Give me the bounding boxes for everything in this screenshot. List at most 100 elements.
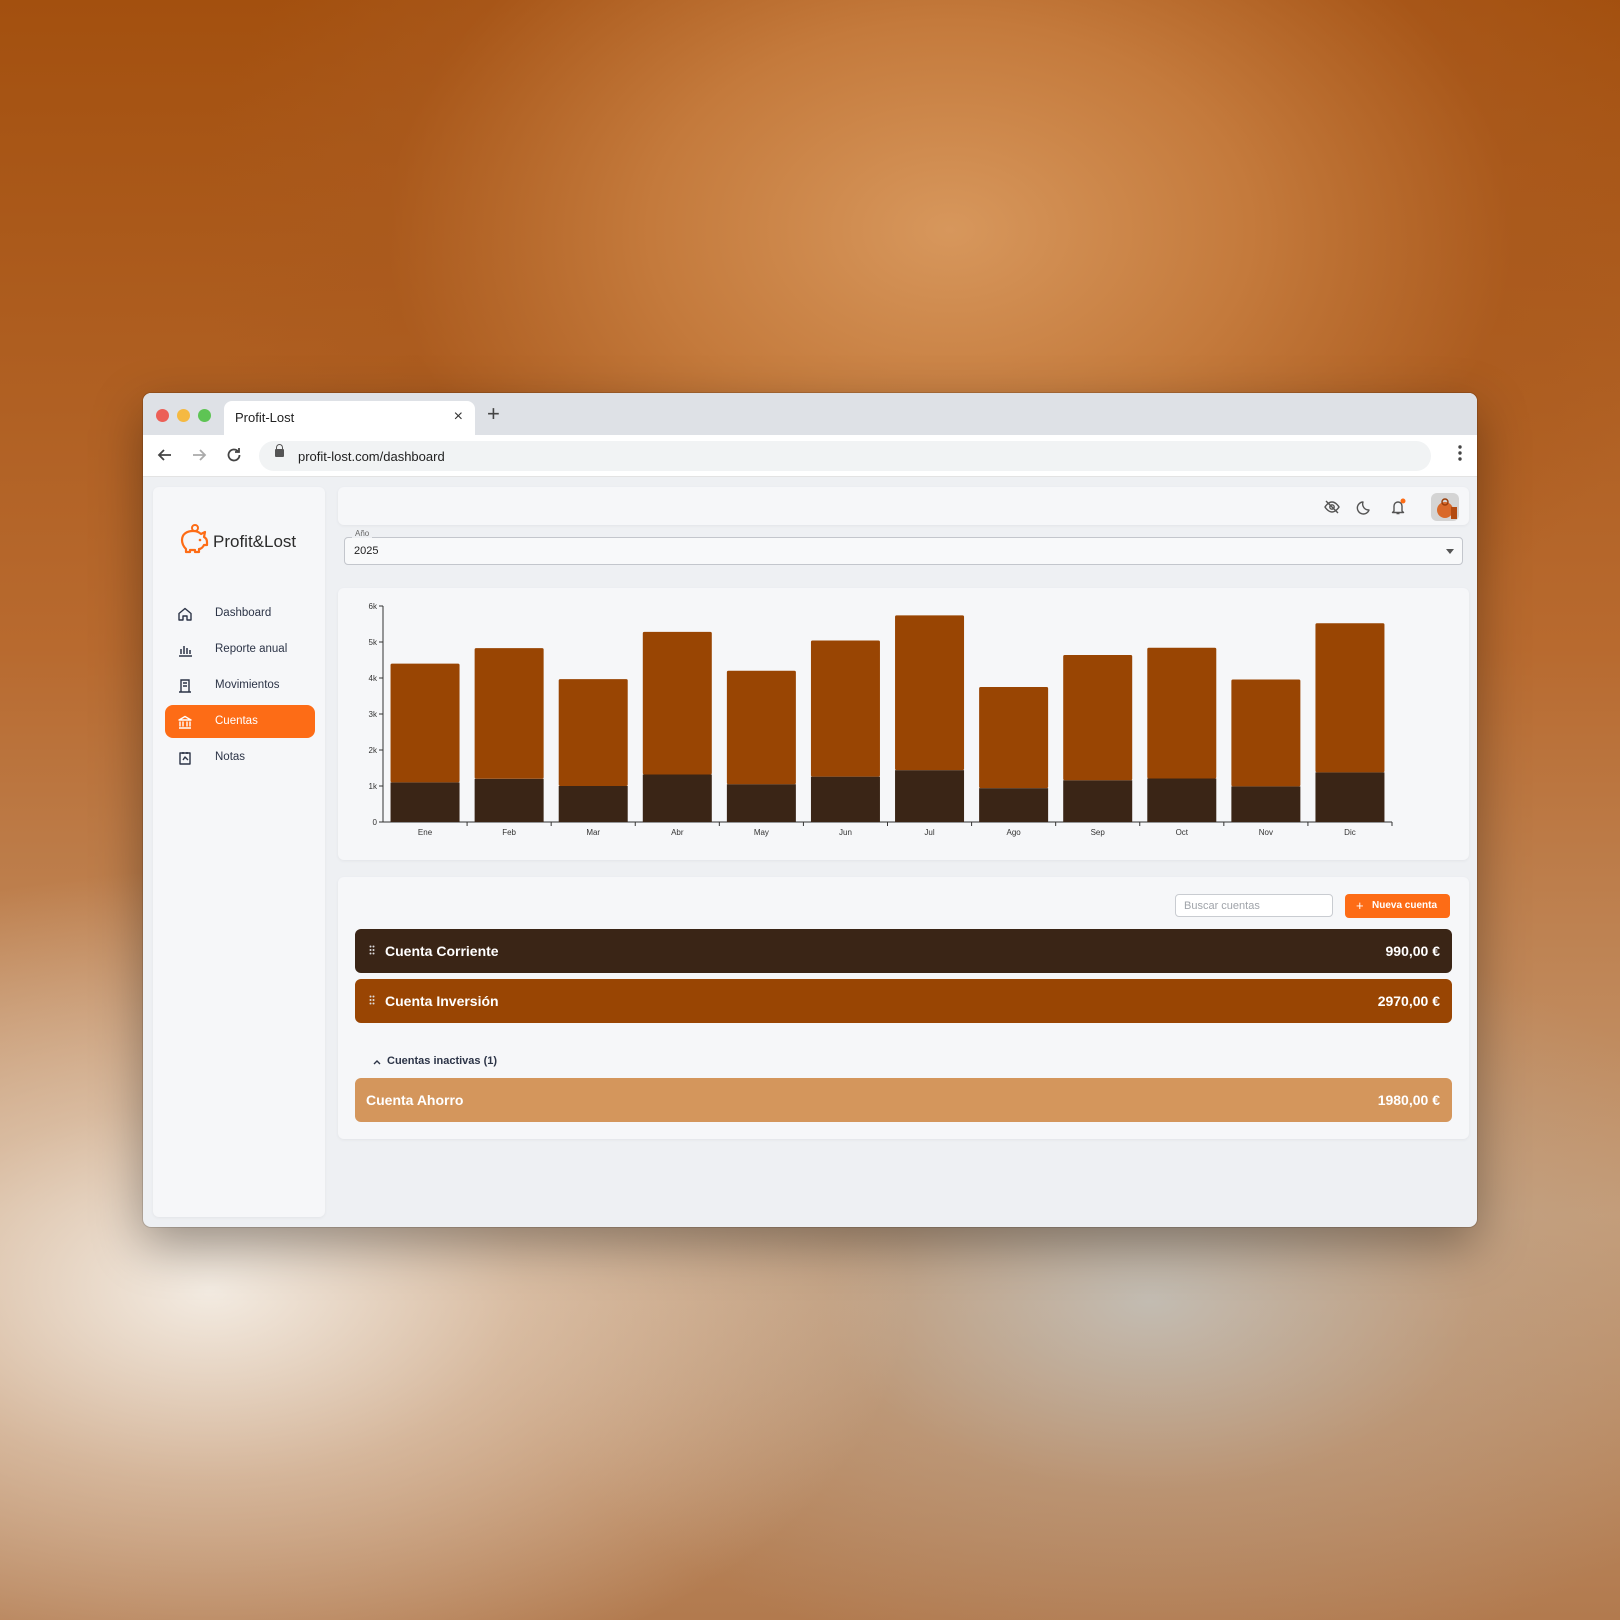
sidebar-item-label: Dashboard — [215, 607, 272, 619]
account-amount: 990,00 € — [1385, 943, 1441, 959]
url-text: profit-lost.com/dashboard — [298, 449, 445, 464]
x-tick-label: Sep — [1091, 828, 1106, 837]
y-tick-label: 3k — [369, 710, 378, 719]
sidebar: Profit&Lost Dashboard Reporte anual Movi… — [153, 487, 325, 1217]
account-amount: 2970,00 € — [1377, 993, 1440, 1009]
brand-name: Profit&Lost — [213, 532, 297, 551]
account-row-cuenta-ahorro[interactable]: Cuenta Ahorro 1980,00 € — [355, 1078, 1452, 1122]
bar-segment — [390, 663, 460, 783]
top-bar — [338, 487, 1469, 525]
bar-segment — [1231, 679, 1301, 787]
url-field[interactable]: profit-lost.com/dashboard — [259, 441, 1431, 471]
bar-segment — [642, 774, 712, 822]
avatar[interactable] — [1431, 493, 1459, 521]
bar-segment — [979, 788, 1049, 822]
y-tick-label: 5k — [369, 638, 378, 647]
moon-icon[interactable] — [1356, 498, 1374, 516]
home-icon — [178, 607, 192, 621]
inactive-accounts-label: Cuentas inactivas (1) — [387, 1055, 498, 1067]
sidebar-item-label: Movimientos — [215, 679, 280, 691]
bar-segment — [642, 631, 712, 775]
account-row-cuenta-inversion[interactable]: Cuenta Inversión 2970,00 € — [355, 979, 1452, 1023]
new-account-button[interactable]: + Nueva cuenta — [1345, 894, 1450, 918]
browser-window: Profit-Lost × + profit-lost.com/dashboar… — [143, 393, 1477, 1227]
new-account-label: Nueva cuenta — [1372, 900, 1438, 911]
account-amount: 1980,00 € — [1377, 1092, 1440, 1108]
x-tick-label: Oct — [1176, 828, 1189, 837]
account-name: Cuenta Inversión — [385, 993, 499, 1009]
bar-segment — [474, 648, 544, 779]
bar-segment — [390, 782, 460, 822]
drag-handle-icon[interactable] — [369, 995, 375, 1005]
account-name: Cuenta Corriente — [385, 943, 499, 959]
tab-title: Profit-Lost — [235, 410, 295, 425]
bar-segment — [474, 778, 544, 822]
piggy-bank-logo-icon — [180, 524, 209, 554]
maximize-window-button[interactable] — [198, 409, 211, 422]
bar-segment — [1063, 780, 1133, 822]
bank-icon — [178, 715, 192, 729]
reload-icon[interactable] — [225, 446, 243, 464]
year-select-box[interactable]: 2025 — [344, 537, 1463, 565]
eye-off-icon[interactable] — [1323, 498, 1341, 516]
bar-segment — [810, 776, 880, 822]
minimize-window-button[interactable] — [177, 409, 190, 422]
bar-segment — [558, 679, 628, 786]
close-tab-icon[interactable]: × — [453, 408, 463, 425]
sidebar-item-notas[interactable]: Notas — [165, 741, 315, 774]
avatar-image — [1437, 498, 1457, 519]
y-tick-label: 0 — [373, 818, 378, 827]
bar-segment — [1231, 786, 1301, 822]
y-tick-label: 6k — [369, 602, 378, 611]
y-tick-label: 1k — [369, 782, 378, 791]
x-tick-label: Abr — [671, 828, 684, 837]
x-tick-label: Mar — [586, 828, 600, 837]
forward-arrow-icon[interactable] — [190, 446, 208, 464]
year-select[interactable]: 2025 Año — [344, 529, 1463, 565]
browser-tab[interactable]: Profit-Lost × — [224, 401, 475, 435]
accounts-card: + Nueva cuenta Cuenta Corriente 990,00 €… — [338, 877, 1469, 1139]
sidebar-item-cuentas[interactable]: Cuentas — [165, 705, 315, 738]
bar-segment — [1315, 772, 1385, 822]
y-tick-label: 4k — [369, 674, 378, 683]
year-value: 2025 — [354, 545, 379, 557]
sidebar-item-reporte-anual[interactable]: Reporte anual — [165, 633, 315, 666]
close-window-button[interactable] — [156, 409, 169, 422]
bar-segment — [1063, 654, 1133, 781]
logo[interactable]: Profit&Lost — [177, 523, 296, 562]
search-accounts-input[interactable] — [1175, 894, 1333, 917]
sidebar-item-label: Cuentas — [215, 715, 258, 727]
bar-segment — [726, 784, 796, 822]
tab-bar: Profit-Lost × + — [143, 393, 1477, 435]
sidebar-item-label: Reporte anual — [215, 643, 288, 655]
bar-segment — [1315, 623, 1385, 773]
back-arrow-icon[interactable] — [156, 446, 174, 464]
x-tick-label: May — [754, 828, 769, 837]
x-tick-label: Dic — [1344, 828, 1356, 837]
plus-icon: + — [1356, 898, 1364, 913]
sidebar-item-movimientos[interactable]: Movimientos — [165, 669, 315, 702]
bar-segment — [726, 670, 796, 785]
lock-icon — [275, 444, 284, 457]
drag-handle-icon[interactable] — [369, 945, 375, 955]
account-name: Cuenta Ahorro — [366, 1092, 464, 1108]
x-tick-label: Feb — [502, 828, 516, 837]
bell-icon[interactable] — [1389, 498, 1407, 516]
bar-chart-icon — [179, 646, 192, 657]
bar-segment — [810, 640, 880, 777]
receipt-icon — [179, 679, 191, 693]
caret-down-icon[interactable] — [1446, 549, 1454, 554]
bar-segment — [895, 770, 965, 822]
x-tick-label: Ene — [418, 828, 433, 837]
sidebar-item-dashboard[interactable]: Dashboard — [165, 597, 315, 630]
monthly-bar-chart: 0 1k 2k 3k 4k 5k 6k Ene Feb Mar Abr May Jun Jul Ago Sep… — [369, 602, 1393, 837]
new-tab-button[interactable]: + — [487, 401, 500, 426]
year-label: Año — [352, 529, 373, 538]
note-icon — [179, 752, 191, 765]
address-bar: profit-lost.com/dashboard — [143, 435, 1477, 477]
account-row-cuenta-corriente[interactable]: Cuenta Corriente 990,00 € — [355, 929, 1452, 973]
x-tick-label: Ago — [1007, 828, 1022, 837]
browser-menu-icon[interactable] — [1457, 444, 1463, 462]
bar-segment — [1147, 778, 1217, 822]
sidebar-item-label: Notas — [215, 751, 246, 763]
